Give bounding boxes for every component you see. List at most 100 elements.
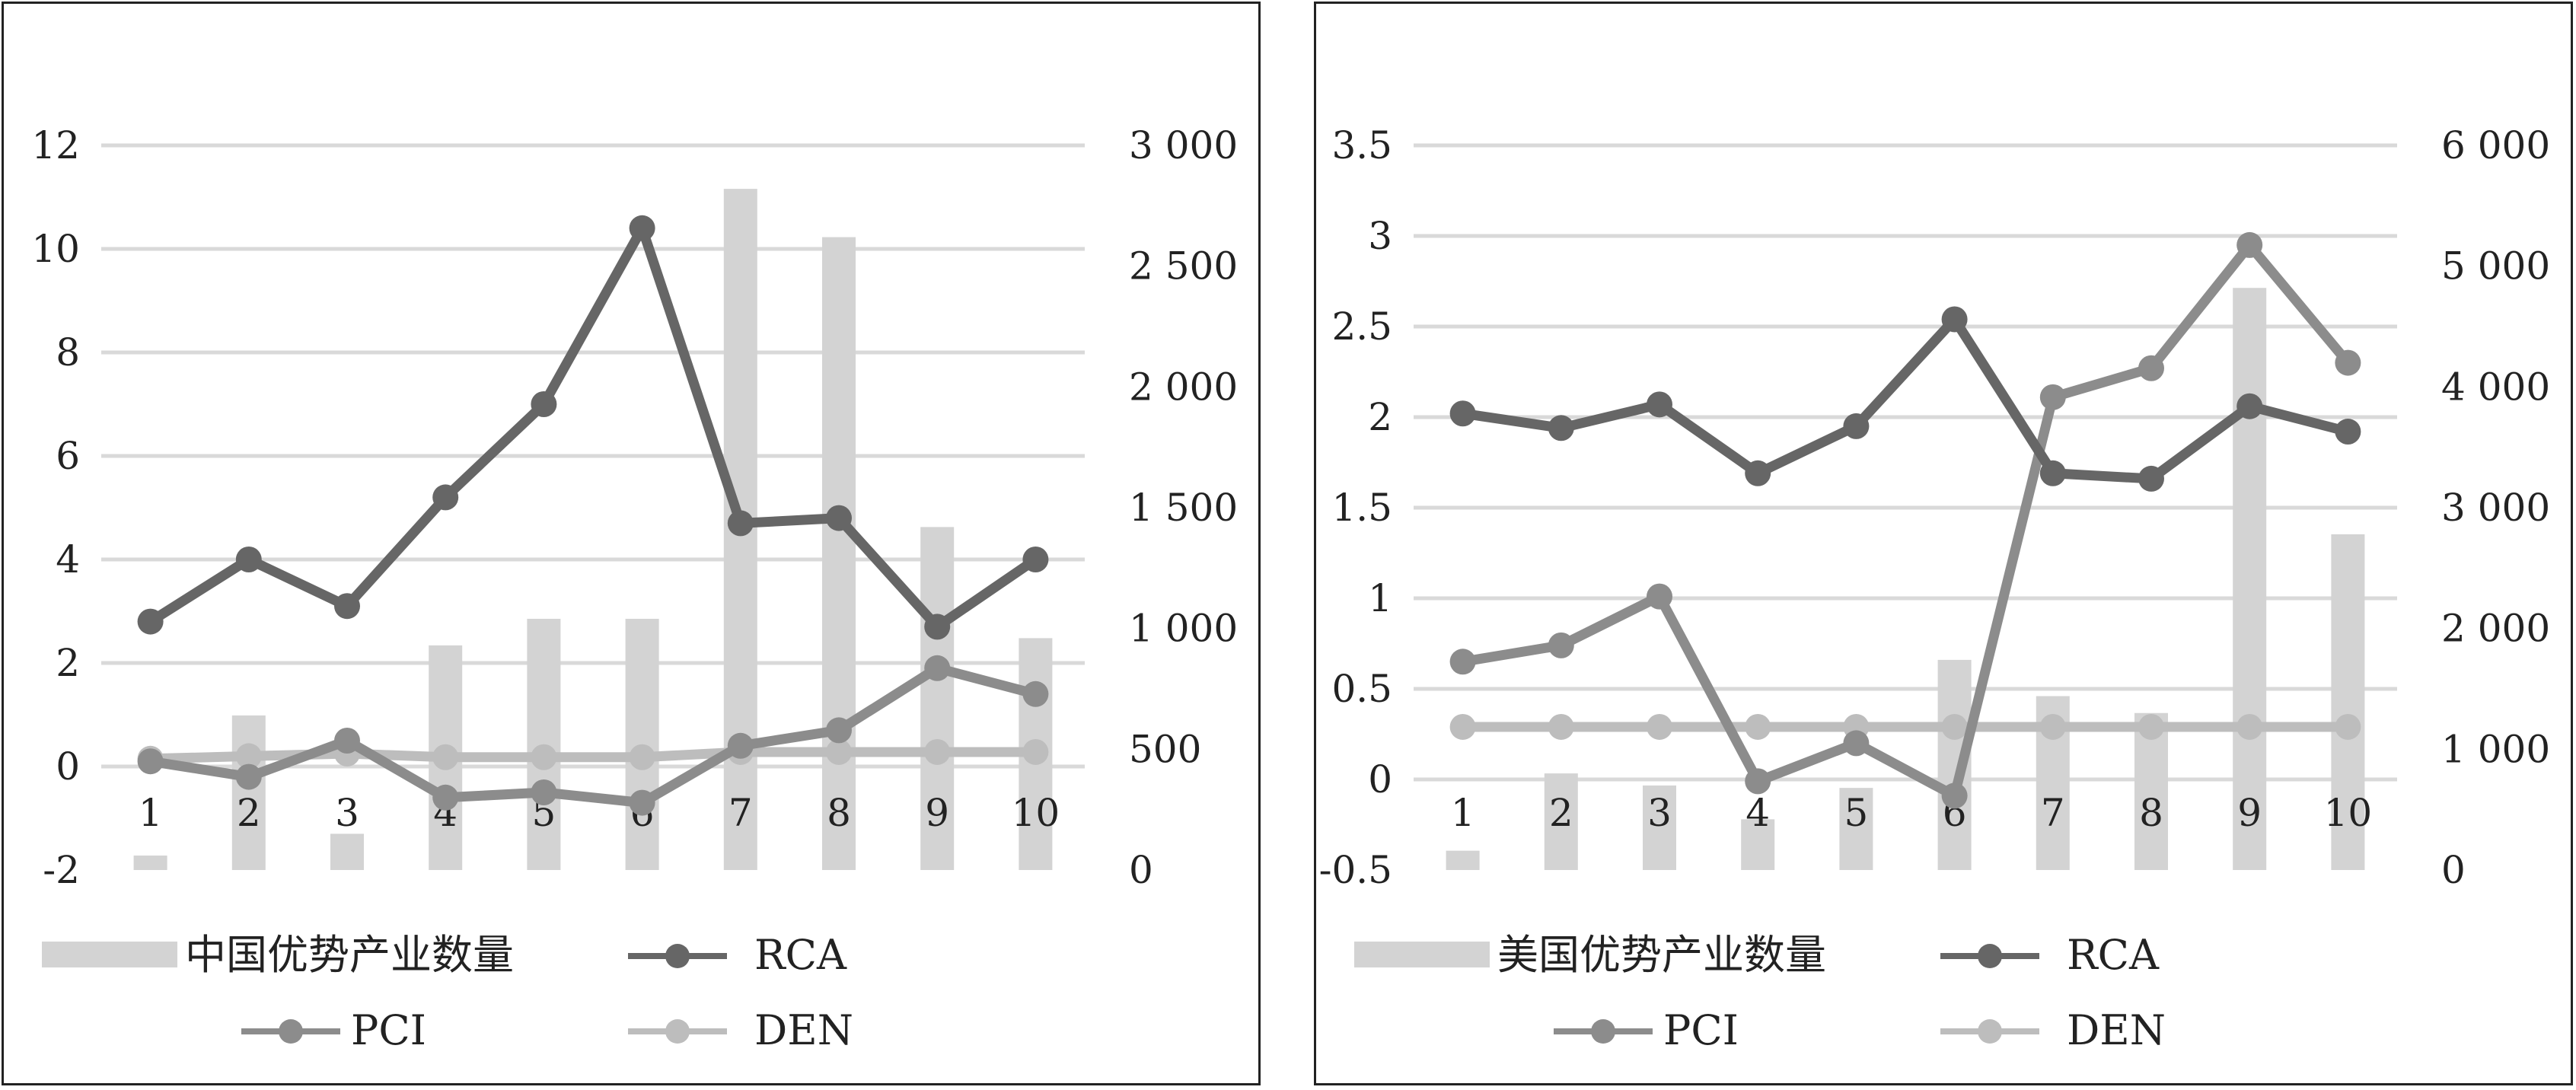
legend-label-rca: RCA <box>754 931 847 979</box>
y-right-tick-label: 3 000 <box>2441 486 2550 530</box>
point-pci <box>1843 730 1870 757</box>
y-right-tick-label: 3 000 <box>1129 123 1238 167</box>
category-label: 1 <box>139 791 163 835</box>
point-rca <box>2335 419 2361 445</box>
point-den <box>1022 738 1049 765</box>
y-right-tick-label: 2 000 <box>1129 365 1238 409</box>
y-left-tick-label: 6 <box>56 434 80 478</box>
legend-marker-den <box>1978 1019 2002 1044</box>
y-right-tick-label: 500 <box>1129 727 1201 771</box>
point-pci <box>1022 680 1049 707</box>
chart-svg-usa: 3.5 3 2.5 2 1.5 1 0.5 0 -0.5 6 000 5 000 4 000 3 000… <box>1319 123 2551 1054</box>
point-rca <box>334 593 360 620</box>
legend-marker-rca <box>665 944 690 968</box>
point-pci <box>1745 768 1771 795</box>
y-left-tick-label: 0.5 <box>1331 667 1392 711</box>
point-rca <box>1647 391 1672 418</box>
y-right-tick-label: 2 000 <box>2441 607 2550 651</box>
point-pci <box>2335 349 2361 376</box>
point-rca <box>1022 547 1049 572</box>
category-label: 5 <box>1844 791 1868 835</box>
point-pci <box>531 779 557 805</box>
y-left-tick-label: 8 <box>56 330 80 374</box>
chart-panel-usa: 3.5 3 2.5 2 1.5 1 0.5 0 -0.5 6 000 5 000 4 000 3 000… <box>1314 2 2573 1085</box>
point-pci <box>727 732 754 759</box>
y-left-tick-label: 2 <box>56 641 80 685</box>
point-den <box>1941 713 1968 740</box>
point-pci <box>2039 384 2066 410</box>
point-rca <box>137 608 164 635</box>
point-den <box>1745 713 1771 740</box>
point-den <box>2236 713 2263 740</box>
bar <box>330 833 364 870</box>
legend-label-pci: PCI <box>1663 1006 1739 1054</box>
y-right-tick-label: 1 000 <box>1129 607 1238 651</box>
point-rca <box>924 614 951 640</box>
legend-swatch-bar <box>1354 942 1490 967</box>
bar <box>822 237 856 870</box>
point-pci <box>1449 649 1476 675</box>
y-left-tick-label: 3 <box>1368 214 1392 258</box>
y-right-tick-label: 5 000 <box>2441 244 2550 288</box>
point-rca <box>1449 400 1476 427</box>
y-right-tick-label: 0 <box>1129 848 1153 892</box>
bar <box>1446 850 1480 870</box>
point-den <box>629 744 655 770</box>
y-left-tick-label: 2 <box>1368 395 1392 439</box>
category-label: 8 <box>2139 791 2163 835</box>
bar <box>231 715 266 870</box>
y-left-tick-label: -2 <box>43 848 80 892</box>
point-pci <box>1647 583 1672 610</box>
category-label: 3 <box>1647 791 1672 835</box>
point-rca <box>1941 306 1968 333</box>
series-line-pci <box>1458 240 2353 801</box>
point-pci <box>2138 355 2164 381</box>
point-den <box>432 744 459 770</box>
y-left-tick-label: 4 <box>56 537 80 582</box>
point-pci <box>629 789 655 816</box>
series-line-pci <box>145 663 1041 808</box>
y-right-tick-label: 6 000 <box>2441 123 2550 167</box>
legend-marker-pci <box>1591 1019 1615 1044</box>
category-label: 7 <box>728 791 753 835</box>
bar <box>2233 288 2267 870</box>
chart-panel-china: 12 10 8 6 4 2 0 -2 3 000 2 500 2 000 1 500 1 000 500 0… <box>2 2 1261 1085</box>
point-rca <box>531 391 557 417</box>
point-pci <box>924 655 951 681</box>
point-den <box>531 744 557 770</box>
point-den <box>2039 713 2066 740</box>
category-label: 3 <box>335 791 359 835</box>
y-left-tick-label: 1 <box>1368 576 1392 620</box>
point-rca <box>432 484 459 511</box>
point-den <box>1449 713 1476 740</box>
legend-marker-pci <box>279 1019 303 1044</box>
bar <box>1643 785 1676 870</box>
bar <box>2331 534 2365 870</box>
bar <box>1741 819 1775 870</box>
legend-swatch-bar <box>42 942 177 967</box>
bar <box>920 527 955 870</box>
y-right-tick-label: 0 <box>2441 848 2466 892</box>
point-den <box>1548 713 1574 740</box>
point-pci <box>1548 632 1574 658</box>
y-right-tick-label: 1 000 <box>2441 727 2550 771</box>
category-label: 4 <box>1745 791 1770 835</box>
y-left-tick-label: 1.5 <box>1331 486 1392 530</box>
category-label: 2 <box>237 791 261 835</box>
point-pci <box>2236 231 2263 258</box>
point-den <box>826 738 852 765</box>
point-rca <box>629 215 655 241</box>
category-label: 8 <box>827 791 851 835</box>
point-den <box>235 743 262 770</box>
point-pci <box>1941 782 1968 809</box>
point-rca <box>2039 460 2066 486</box>
point-pci <box>826 717 852 744</box>
category-label: 10 <box>2324 791 2373 835</box>
legend-label-bar: 美国优势产业数量 <box>1497 931 1826 979</box>
point-den <box>2138 713 2164 740</box>
bar <box>133 855 167 870</box>
category-label: 9 <box>2237 791 2262 835</box>
point-den <box>2335 713 2361 740</box>
legend-label-rca: RCA <box>2067 931 2160 979</box>
category-label: 2 <box>1549 791 1573 835</box>
